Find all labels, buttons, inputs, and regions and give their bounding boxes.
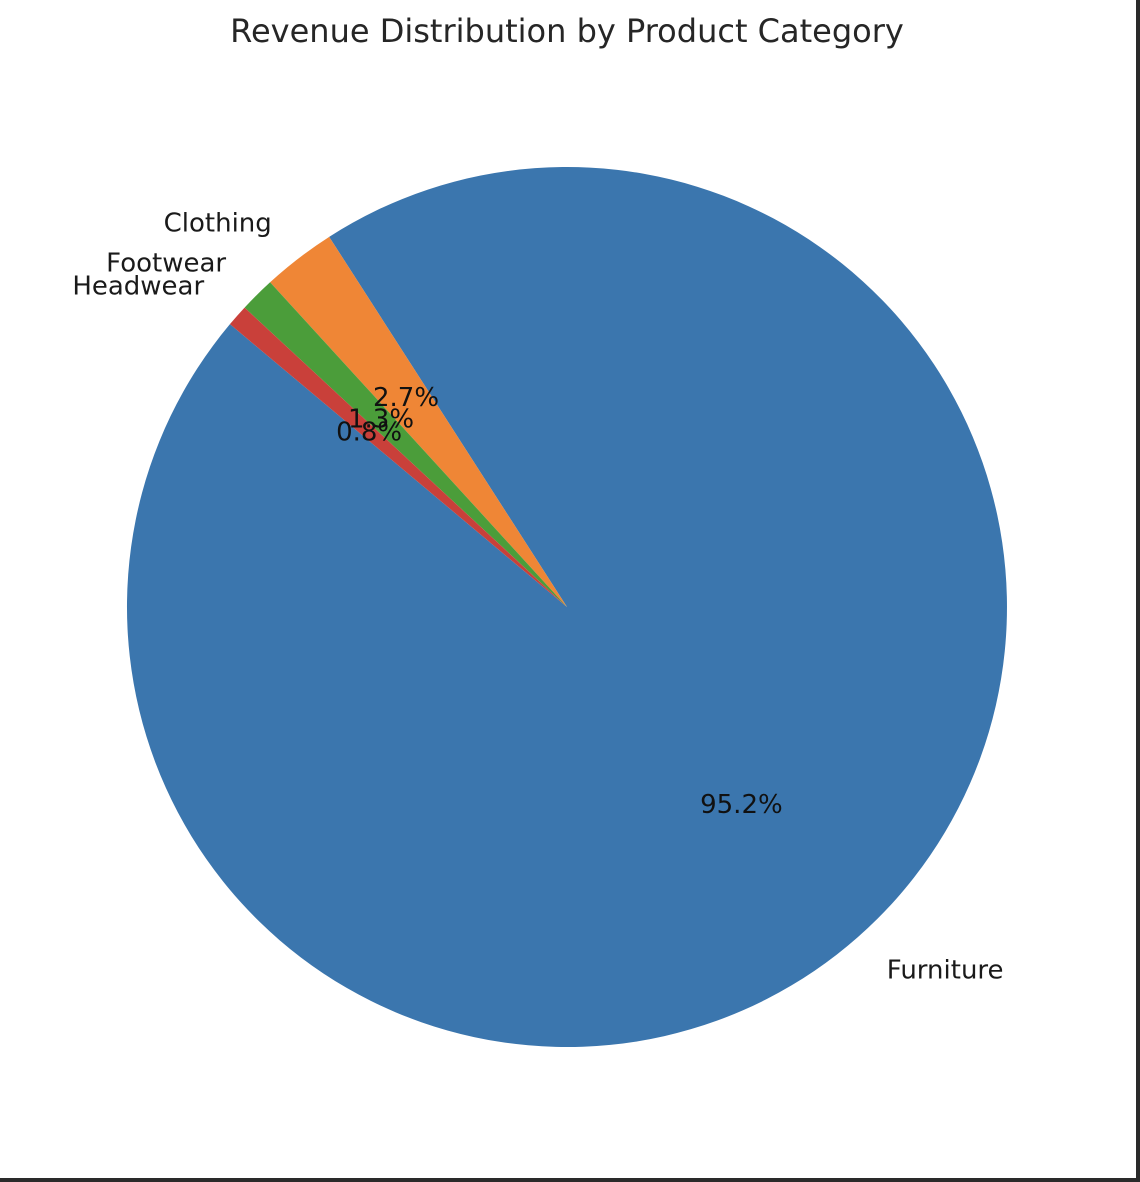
percent-label-clothing: 2.7% <box>373 383 439 413</box>
percent-label-footwear: 1.3% <box>348 405 414 435</box>
pie-slice-furniture <box>126 167 1007 1048</box>
percent-label-headwear: 0.8% <box>336 417 402 447</box>
category-label-headwear: Headwear <box>72 272 204 302</box>
pie-slice-footwear <box>244 282 567 607</box>
pie-slice-clothing <box>270 236 567 607</box>
category-label-furniture: Furniture <box>887 955 1004 985</box>
category-label-footwear: Footwear <box>106 248 226 278</box>
chart-title: Revenue Distribution by Product Category <box>230 12 904 50</box>
pie-slices <box>126 167 1007 1048</box>
pie-slice-headwear <box>229 307 567 607</box>
category-label-clothing: Clothing <box>164 208 272 238</box>
percent-label-furniture: 95.2% <box>700 790 783 820</box>
pie-labels: Furniture 95.2% Clothing 2.7% Footwear 1.3% He… <box>72 208 1003 985</box>
